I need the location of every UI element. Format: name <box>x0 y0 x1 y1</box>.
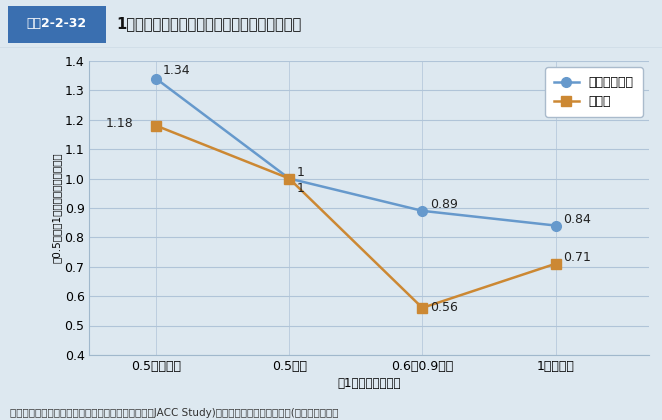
Text: 資料：文部科学省科学研究費大規模コホート研究（JACC Study)「運動と循環器疾患死亡」(野田博之）より: 資料：文部科学省科学研究費大規模コホート研究（JACC Study)「運動と循環… <box>10 408 338 418</box>
Text: 1日の歩行時間と循環器疾病による死亡の関係: 1日の歩行時間と循環器疾病による死亡の関係 <box>116 16 301 31</box>
虚血性心疾患 <box>418 208 426 213</box>
Line: 虚血性心疾患: 虚血性心疾患 <box>151 74 561 231</box>
Text: 1.34: 1.34 <box>163 64 190 77</box>
Text: 0.84: 0.84 <box>563 213 591 226</box>
Text: 1.18: 1.18 <box>105 117 133 130</box>
Text: 1: 1 <box>297 165 305 178</box>
脳梗塞 <box>285 176 293 181</box>
虚血性心疾患 <box>285 176 293 181</box>
虚血性心疾患 <box>152 76 160 81</box>
Text: 1: 1 <box>297 182 305 195</box>
Y-axis label: （0.5時間を1とした場合の死亡率）: （0.5時間を1とした場合の死亡率） <box>52 152 62 263</box>
Text: 図表2-2-32: 図表2-2-32 <box>27 17 87 30</box>
X-axis label: 〈1日の歩行時間〉: 〈1日の歩行時間〉 <box>338 377 401 390</box>
Text: 0.89: 0.89 <box>430 198 458 211</box>
Text: 0.71: 0.71 <box>563 251 591 264</box>
Line: 脳梗塞: 脳梗塞 <box>151 121 561 313</box>
脳梗塞 <box>152 123 160 128</box>
虚血性心疾患 <box>551 223 559 228</box>
FancyBboxPatch shape <box>8 6 106 42</box>
Text: 0.56: 0.56 <box>430 301 458 314</box>
脳梗塞 <box>551 261 559 266</box>
Legend: 虚血性心疾患, 脳梗塞: 虚血性心疾患, 脳梗塞 <box>545 67 643 117</box>
脳梗塞 <box>418 305 426 310</box>
